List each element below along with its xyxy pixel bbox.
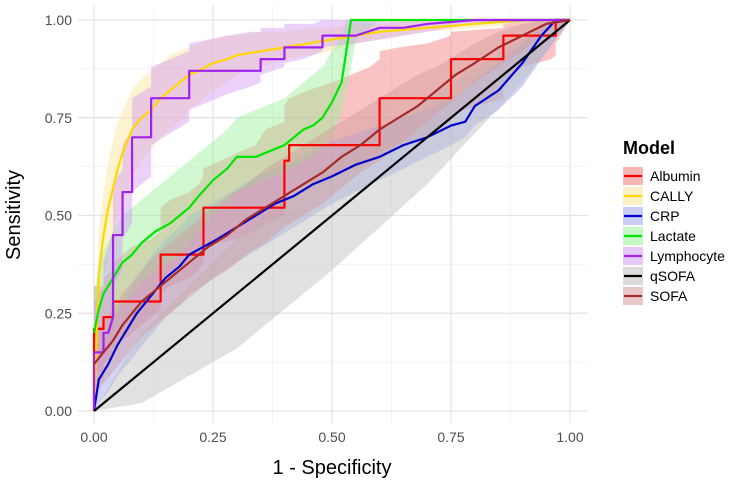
ribbon-lactate bbox=[94, 20, 570, 372]
legend-label-lactate: Lactate bbox=[650, 228, 696, 244]
legend-label-lymphocyte: Lymphocyte bbox=[650, 248, 725, 264]
legend-item-lactate: Lactate bbox=[623, 227, 696, 245]
line-cally bbox=[92, 18, 570, 412]
y-axis-ticks: 0.00 0.25 0.50 0.75 1.00 bbox=[45, 12, 72, 419]
x-tick-label: 0.50 bbox=[318, 429, 345, 445]
line-qsofa bbox=[93, 19, 571, 412]
legend-item-albumin: Albumin bbox=[623, 167, 701, 185]
x-axis-ticks: 0.00 0.25 0.50 0.75 1.00 bbox=[80, 429, 583, 445]
legend-label-sofa: SOFA bbox=[650, 288, 688, 304]
line-albumin bbox=[92, 18, 570, 411]
legend-item-qsofa: qSOFA bbox=[623, 267, 696, 285]
legend-item-crp: CRP bbox=[623, 207, 680, 225]
line-crp bbox=[92, 18, 570, 412]
legend-item-sofa: SOFA bbox=[623, 287, 688, 305]
line-lymphocyte bbox=[92, 18, 570, 411]
x-tick-label: 1.00 bbox=[556, 429, 583, 445]
y-tick-label: 0.25 bbox=[45, 305, 72, 321]
x-tick-label: 0.25 bbox=[199, 429, 226, 445]
line-lactate bbox=[92, 18, 570, 334]
y-tick-label: 0.50 bbox=[45, 208, 72, 224]
legend-label-albumin: Albumin bbox=[650, 168, 701, 184]
legend-label-qsofa: qSOFA bbox=[650, 268, 696, 284]
y-tick-label: 1.00 bbox=[45, 12, 72, 28]
x-axis-title: 1 - Specificity bbox=[273, 457, 392, 479]
y-tick-label: 0.75 bbox=[45, 110, 72, 126]
x-tick-label: 0.00 bbox=[80, 429, 107, 445]
legend-title: Model bbox=[623, 138, 675, 158]
legend-item-lymphocyte: Lymphocyte bbox=[623, 247, 725, 265]
y-axis-title: Sensitivity bbox=[3, 170, 25, 260]
line-sofa bbox=[93, 18, 571, 365]
legend-label-cally: CALLY bbox=[650, 188, 694, 204]
legend-label-crp: CRP bbox=[650, 208, 680, 224]
y-tick-label: 0.00 bbox=[45, 403, 72, 419]
legend-item-cally: CALLY bbox=[623, 187, 694, 205]
roc-curves bbox=[92, 18, 571, 412]
x-tick-label: 0.75 bbox=[437, 429, 464, 445]
legend: Albumin CALLY CRP Lactate Lymphocyte qSOFA SOF… bbox=[623, 167, 725, 305]
